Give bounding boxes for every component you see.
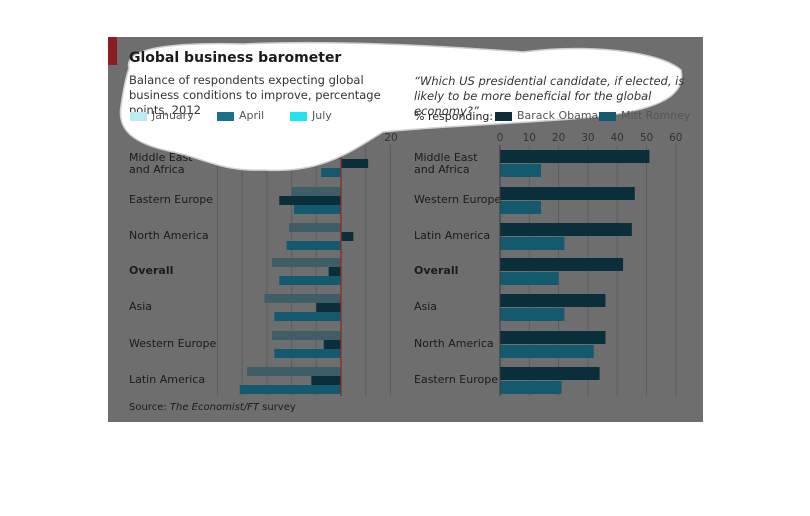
right-bar-mitt-romney-3 bbox=[500, 272, 559, 285]
left-bar-april-0 bbox=[341, 159, 369, 168]
chart-title: Global business barometer bbox=[129, 50, 342, 66]
left-category-label-2-0: North America bbox=[129, 229, 209, 242]
right-bar-barack-obama-5 bbox=[500, 331, 606, 344]
left-bar-july-0 bbox=[321, 168, 341, 177]
right-category-label-6-0: Eastern Europe bbox=[414, 373, 498, 386]
right-tick-label-5: 50 bbox=[640, 132, 653, 144]
left-bar-july-6 bbox=[239, 385, 341, 394]
right-category-label-5-0: North America bbox=[414, 337, 494, 350]
right-bar-barack-obama-6 bbox=[500, 367, 600, 380]
right-tick-label-1: 10 bbox=[523, 132, 536, 144]
legend-left-label-2: July bbox=[312, 109, 332, 122]
right-bar-mitt-romney-2 bbox=[500, 237, 565, 250]
left-category-label-3-0: Overall bbox=[129, 264, 173, 277]
legend-left-label-1: April bbox=[239, 109, 265, 122]
right-tick-label-3: 30 bbox=[581, 132, 594, 144]
right-bar-mitt-romney-4 bbox=[500, 308, 565, 321]
left-bar-april-4 bbox=[316, 303, 341, 312]
left-bar-july-4 bbox=[274, 312, 341, 321]
legend-left-swatch-1 bbox=[217, 112, 234, 121]
right-tick-label-2: 20 bbox=[552, 132, 565, 144]
left-tick-label-9: 20 bbox=[384, 132, 397, 144]
right-tick-label-4: 40 bbox=[611, 132, 624, 144]
legend-left-swatch-2 bbox=[290, 112, 307, 121]
left-category-label-6-0: Latin America bbox=[129, 373, 205, 386]
right-bar-barack-obama-2 bbox=[500, 223, 632, 236]
right-category-label-3-0: Overall bbox=[414, 264, 458, 277]
left-bar-july-3 bbox=[279, 276, 341, 285]
left-bar-april-5 bbox=[323, 340, 341, 349]
left-category-label-0-0: Middle East bbox=[129, 151, 193, 164]
left-bar-april-1 bbox=[279, 196, 341, 205]
right-bar-mitt-romney-6 bbox=[500, 381, 562, 394]
left-bar-july-5 bbox=[274, 349, 341, 358]
highlight-blob bbox=[119, 41, 683, 172]
legend-right-label-0: Barack Obama bbox=[517, 109, 599, 122]
right-bar-mitt-romney-0 bbox=[500, 164, 542, 177]
right-bar-mitt-romney-1 bbox=[500, 201, 542, 214]
left-chart-subtitle: Balance of respondents expecting global … bbox=[129, 73, 381, 117]
left-category-label-1-0: Eastern Europe bbox=[129, 193, 213, 206]
legend-left-label-0: January bbox=[152, 109, 194, 122]
left-bar-january-3 bbox=[271, 258, 341, 267]
left-bar-july-1 bbox=[294, 205, 341, 214]
legend-right-swatch-0 bbox=[495, 112, 512, 121]
right-legend-prefix: % responding: bbox=[414, 110, 494, 123]
legend-right-swatch-1 bbox=[599, 112, 616, 121]
right-bar-mitt-romney-5 bbox=[500, 345, 594, 358]
right-tick-label-0: 0 bbox=[497, 132, 504, 144]
left-bar-april-3 bbox=[328, 267, 341, 276]
left-category-label-0-1: and Africa bbox=[129, 163, 185, 176]
left-bar-january-5 bbox=[271, 331, 341, 340]
legend-right-label-1: Mitt Romney bbox=[621, 109, 691, 122]
left-category-label-5-0: Western Europe bbox=[129, 337, 217, 350]
right-category-label-2-0: Latin America bbox=[414, 229, 490, 242]
right-category-label-0-0: Middle East bbox=[414, 151, 478, 164]
right-category-label-4-0: Asia bbox=[414, 300, 437, 313]
right-tick-label-6: 60 bbox=[669, 132, 682, 144]
left-bar-january-1 bbox=[291, 187, 341, 196]
right-category-label-1-0: Western Europe bbox=[414, 193, 502, 206]
left-bar-january-6 bbox=[247, 367, 341, 376]
brand-red-tab bbox=[108, 37, 117, 65]
legend-left-swatch-0 bbox=[130, 112, 147, 121]
right-bar-barack-obama-4 bbox=[500, 294, 606, 307]
left-category-label-4-0: Asia bbox=[129, 300, 152, 313]
left-bar-april-2 bbox=[341, 232, 354, 241]
right-chart-subtitle: “Which US presidential candidate, if ele… bbox=[414, 74, 685, 118]
left-bar-april-6 bbox=[311, 376, 341, 385]
left-bar-january-2 bbox=[289, 223, 341, 232]
left-bar-july-2 bbox=[286, 241, 341, 250]
right-bar-barack-obama-1 bbox=[500, 187, 635, 200]
right-category-label-0-1: and Africa bbox=[414, 163, 470, 176]
right-bar-barack-obama-3 bbox=[500, 258, 624, 271]
left-bar-january-4 bbox=[264, 294, 341, 303]
source-note: Source: The Economist/FT survey bbox=[129, 402, 296, 413]
right-bar-barack-obama-0 bbox=[500, 150, 650, 163]
